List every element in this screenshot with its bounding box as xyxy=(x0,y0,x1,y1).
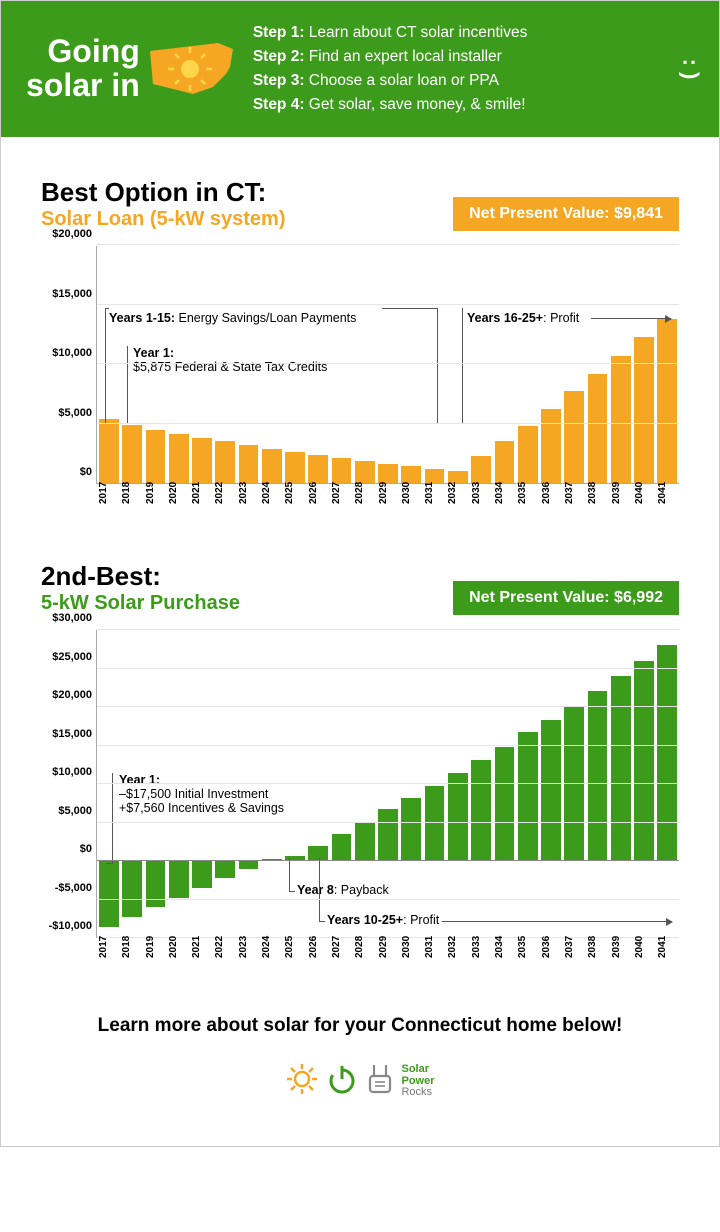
steps-list: Step 1: Learn about CT solar incentives … xyxy=(253,21,694,117)
smiley-icon: : ) xyxy=(678,59,704,80)
chart1-annot-years16-25: Years 16-25+: Profit xyxy=(467,311,579,325)
title-line-2: solar in xyxy=(26,67,140,103)
header-banner: Going solar in Step 1: Learn about CT so… xyxy=(1,1,719,137)
rock-hand-icon xyxy=(365,1062,395,1101)
chart2-annot-year8: Year 8: Payback xyxy=(297,883,389,897)
chart2-yaxis: -$10,000-$5,000$0$5,000$10,000$15,000$20… xyxy=(41,630,96,938)
chart1-npv-badge: Net Present Value: $9,841 xyxy=(453,197,679,231)
title-line-1: Going xyxy=(47,33,139,69)
sun-icon xyxy=(285,1062,319,1101)
step-2: Step 2: Find an expert local installer xyxy=(253,45,694,69)
power-icon xyxy=(325,1062,359,1101)
chart2-npv-badge: Net Present Value: $6,992 xyxy=(453,581,679,615)
chart2-heading-row: 2nd-Best: 5-kW Solar Purchase Net Presen… xyxy=(41,561,679,615)
cta-text: Learn more about solar for your Connecti… xyxy=(41,1015,679,1037)
chart1-annot-years1-15: Years 1-15: Energy Savings/Loan Payments xyxy=(109,311,356,325)
chart1-profit-arrow xyxy=(591,318,671,319)
chart-solar-purchase: 2nd-Best: 5-kW Solar Purchase Net Presen… xyxy=(41,561,679,960)
chart2-area: -$10,000-$5,000$0$5,000$10,000$15,000$20… xyxy=(41,630,679,960)
chart-solar-loan: Best Option in CT: Solar Loan (5-kW syst… xyxy=(41,177,679,506)
chart2-plot: Year 1: –$17,500 Initial Investment +$7,… xyxy=(96,630,679,938)
connecticut-sun-icon xyxy=(148,39,238,99)
chart1-heading-row: Best Option in CT: Solar Loan (5-kW syst… xyxy=(41,177,679,231)
chart2-annot-year1: Year 1: –$17,500 Initial Investment +$7,… xyxy=(119,773,284,815)
step-3: Step 3: Choose a solar loan or PPA xyxy=(253,69,694,93)
chart2-annot-years10-25: Years 10-25+: Profit xyxy=(327,913,439,927)
content: Best Option in CT: Solar Loan (5-kW syst… xyxy=(1,137,719,1146)
chart2-xaxis: 2017201820192020202120222023202420252026… xyxy=(96,938,679,960)
chart1-yaxis: $0$5,000$10,000$15,000$20,000 xyxy=(41,246,96,484)
page: Going solar in Step 1: Learn about CT so… xyxy=(0,0,720,1147)
footer-logo: Solar Power Rocks xyxy=(41,1062,679,1126)
chart1-plot: Years 1-15: Energy Savings/Loan Payments… xyxy=(96,246,679,484)
chart1-titles: Best Option in CT: Solar Loan (5-kW syst… xyxy=(41,177,286,231)
chart1-area: $0$5,000$10,000$15,000$20,000 Years 1-15… xyxy=(41,246,679,506)
chart1-title: Best Option in CT: xyxy=(41,177,286,208)
step-1: Step 1: Learn about CT solar incentives xyxy=(253,21,694,45)
page-title: Going solar in xyxy=(26,35,140,102)
chart2-profit-arrow xyxy=(442,921,672,922)
step-4: Step 4: Get solar, save money, & smile! xyxy=(253,93,694,117)
logo-text: Solar Power Rocks xyxy=(401,1064,434,1099)
chart1-annot-year1: Year 1: $5,875 Federal & State Tax Credi… xyxy=(133,346,327,374)
chart2-titles: 2nd-Best: 5-kW Solar Purchase xyxy=(41,561,240,615)
header-left: Going solar in xyxy=(26,35,238,102)
chart2-title: 2nd-Best: xyxy=(41,561,240,592)
chart1-xaxis: 2017201820192020202120222023202420252026… xyxy=(96,484,679,506)
